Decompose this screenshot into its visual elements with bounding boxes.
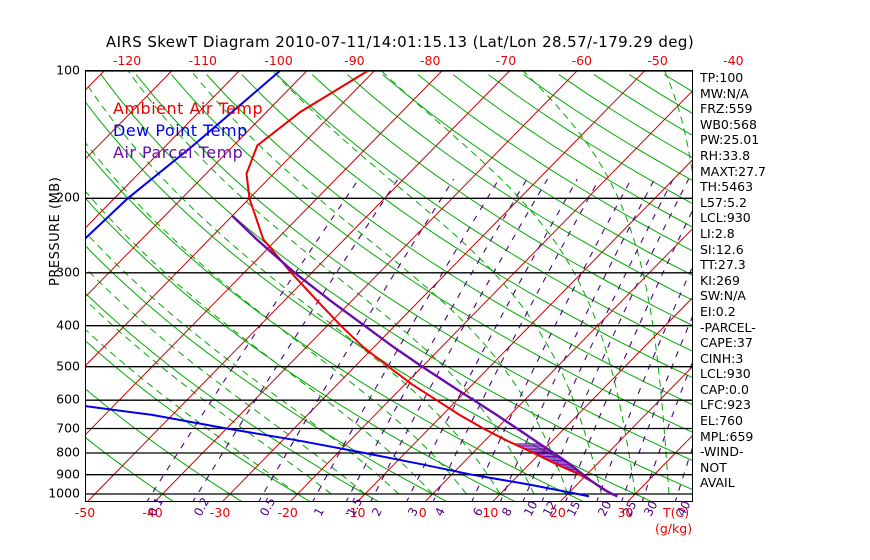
moist-adiabat-lines	[86, 71, 692, 495]
bottom-temp-tick: 10	[482, 505, 499, 520]
index-row: SW:N/A	[700, 288, 746, 304]
bottom-temp-tick: -40	[142, 505, 163, 520]
top-temp-tick: -40	[723, 53, 744, 68]
index-row: LI:2.8	[700, 225, 735, 241]
pressure-tick: 400	[56, 317, 80, 333]
temperature-unit-label: T(C)	[663, 505, 690, 520]
index-row: KI:269	[700, 272, 740, 288]
pressure-tick: 100	[56, 62, 80, 78]
index-row: CINH:3	[700, 350, 744, 366]
bottom-temp-tick: 0	[418, 505, 427, 520]
index-row: RH:33.8	[700, 147, 751, 163]
index-row: PW:25.01	[700, 132, 760, 148]
index-row: MAXT:27.7	[700, 163, 766, 179]
top-temp-tick: -100	[264, 53, 293, 68]
pressure-tick: 200	[56, 189, 80, 205]
legend-air-parcel-temp: Air Parcel Temp	[113, 143, 244, 162]
index-row: AVAIL	[700, 475, 735, 491]
index-row: CAPE:37	[700, 335, 753, 351]
index-row: TP:100	[700, 70, 744, 85]
index-row: TH:5463	[700, 179, 754, 195]
top-temp-tick: -120	[112, 53, 142, 68]
legend-ambient-air-temp: Ambient Air Temp	[113, 99, 264, 118]
stability-indices-panel: TP:100 MW:N/A FRZ:559 WB0:568 PW:25.01 RH:33.…	[700, 70, 810, 491]
pressure-tick: 1000	[48, 485, 80, 501]
index-row: EI:0.2	[700, 303, 736, 319]
index-row: LCL:930	[700, 210, 751, 226]
pressure-tick: 800	[56, 444, 80, 460]
legend-dew-point-temp: Dew Point Temp	[113, 121, 248, 140]
index-row: EL:760	[700, 413, 743, 429]
bottom-temp-tick: -30	[209, 505, 231, 520]
index-row: LCL:930	[700, 366, 751, 382]
index-row: MPL:659	[700, 428, 754, 444]
top-temp-tick: -70	[495, 53, 517, 68]
index-row: NOT	[700, 459, 727, 475]
index-row: L57:5.2	[700, 194, 747, 210]
index-row: TT:27.3	[700, 257, 746, 273]
top-temp-tick: -110	[188, 53, 217, 68]
index-row: CAP:0.0	[700, 381, 749, 397]
page-title: AIRS SkewT Diagram 2010-07-11/14:01:15.1…	[105, 33, 695, 51]
index-row: -PARCEL-	[700, 319, 756, 335]
sounding-curves	[86, 71, 618, 498]
mixing-ratio-tick: 1	[310, 505, 327, 519]
bottom-temp-tick: 30	[617, 505, 634, 520]
mixing-ratio-tick: 2	[369, 505, 385, 519]
mixing-ratio-tick: 4	[431, 505, 448, 519]
top-temp-tick: -80	[419, 53, 441, 68]
top-temp-tick: -50	[647, 53, 668, 68]
index-row: FRZ:559	[700, 101, 753, 117]
pressure-tick: 600	[56, 391, 80, 407]
mixing-ratio-tick: 8	[498, 505, 515, 519]
index-row: MW:N/A	[700, 85, 749, 101]
index-row: -WIND-	[700, 444, 744, 460]
skewt-canvas	[86, 71, 692, 501]
index-row: WB0:568	[700, 116, 757, 132]
mixing-ratio-unit-label: (g/kg)	[655, 521, 693, 536]
pressure-tick: 300	[56, 264, 80, 280]
index-row: LFC:923	[700, 397, 751, 413]
top-temp-tick: -60	[571, 53, 593, 68]
bottom-temp-tick: 20	[549, 505, 566, 520]
top-temp-tick: -90	[344, 53, 365, 68]
plot-area	[85, 70, 693, 502]
pressure-tick: 900	[56, 466, 80, 482]
bottom-temp-tick: -50	[74, 505, 96, 520]
bottom-temp-tick: -20	[277, 505, 298, 520]
isotherm-lines	[86, 71, 692, 501]
index-row: SI:12.6	[700, 241, 744, 257]
pressure-tick: 700	[56, 420, 80, 435]
pressure-tick: 500	[56, 358, 80, 374]
bottom-temp-tick: -10	[345, 505, 366, 520]
